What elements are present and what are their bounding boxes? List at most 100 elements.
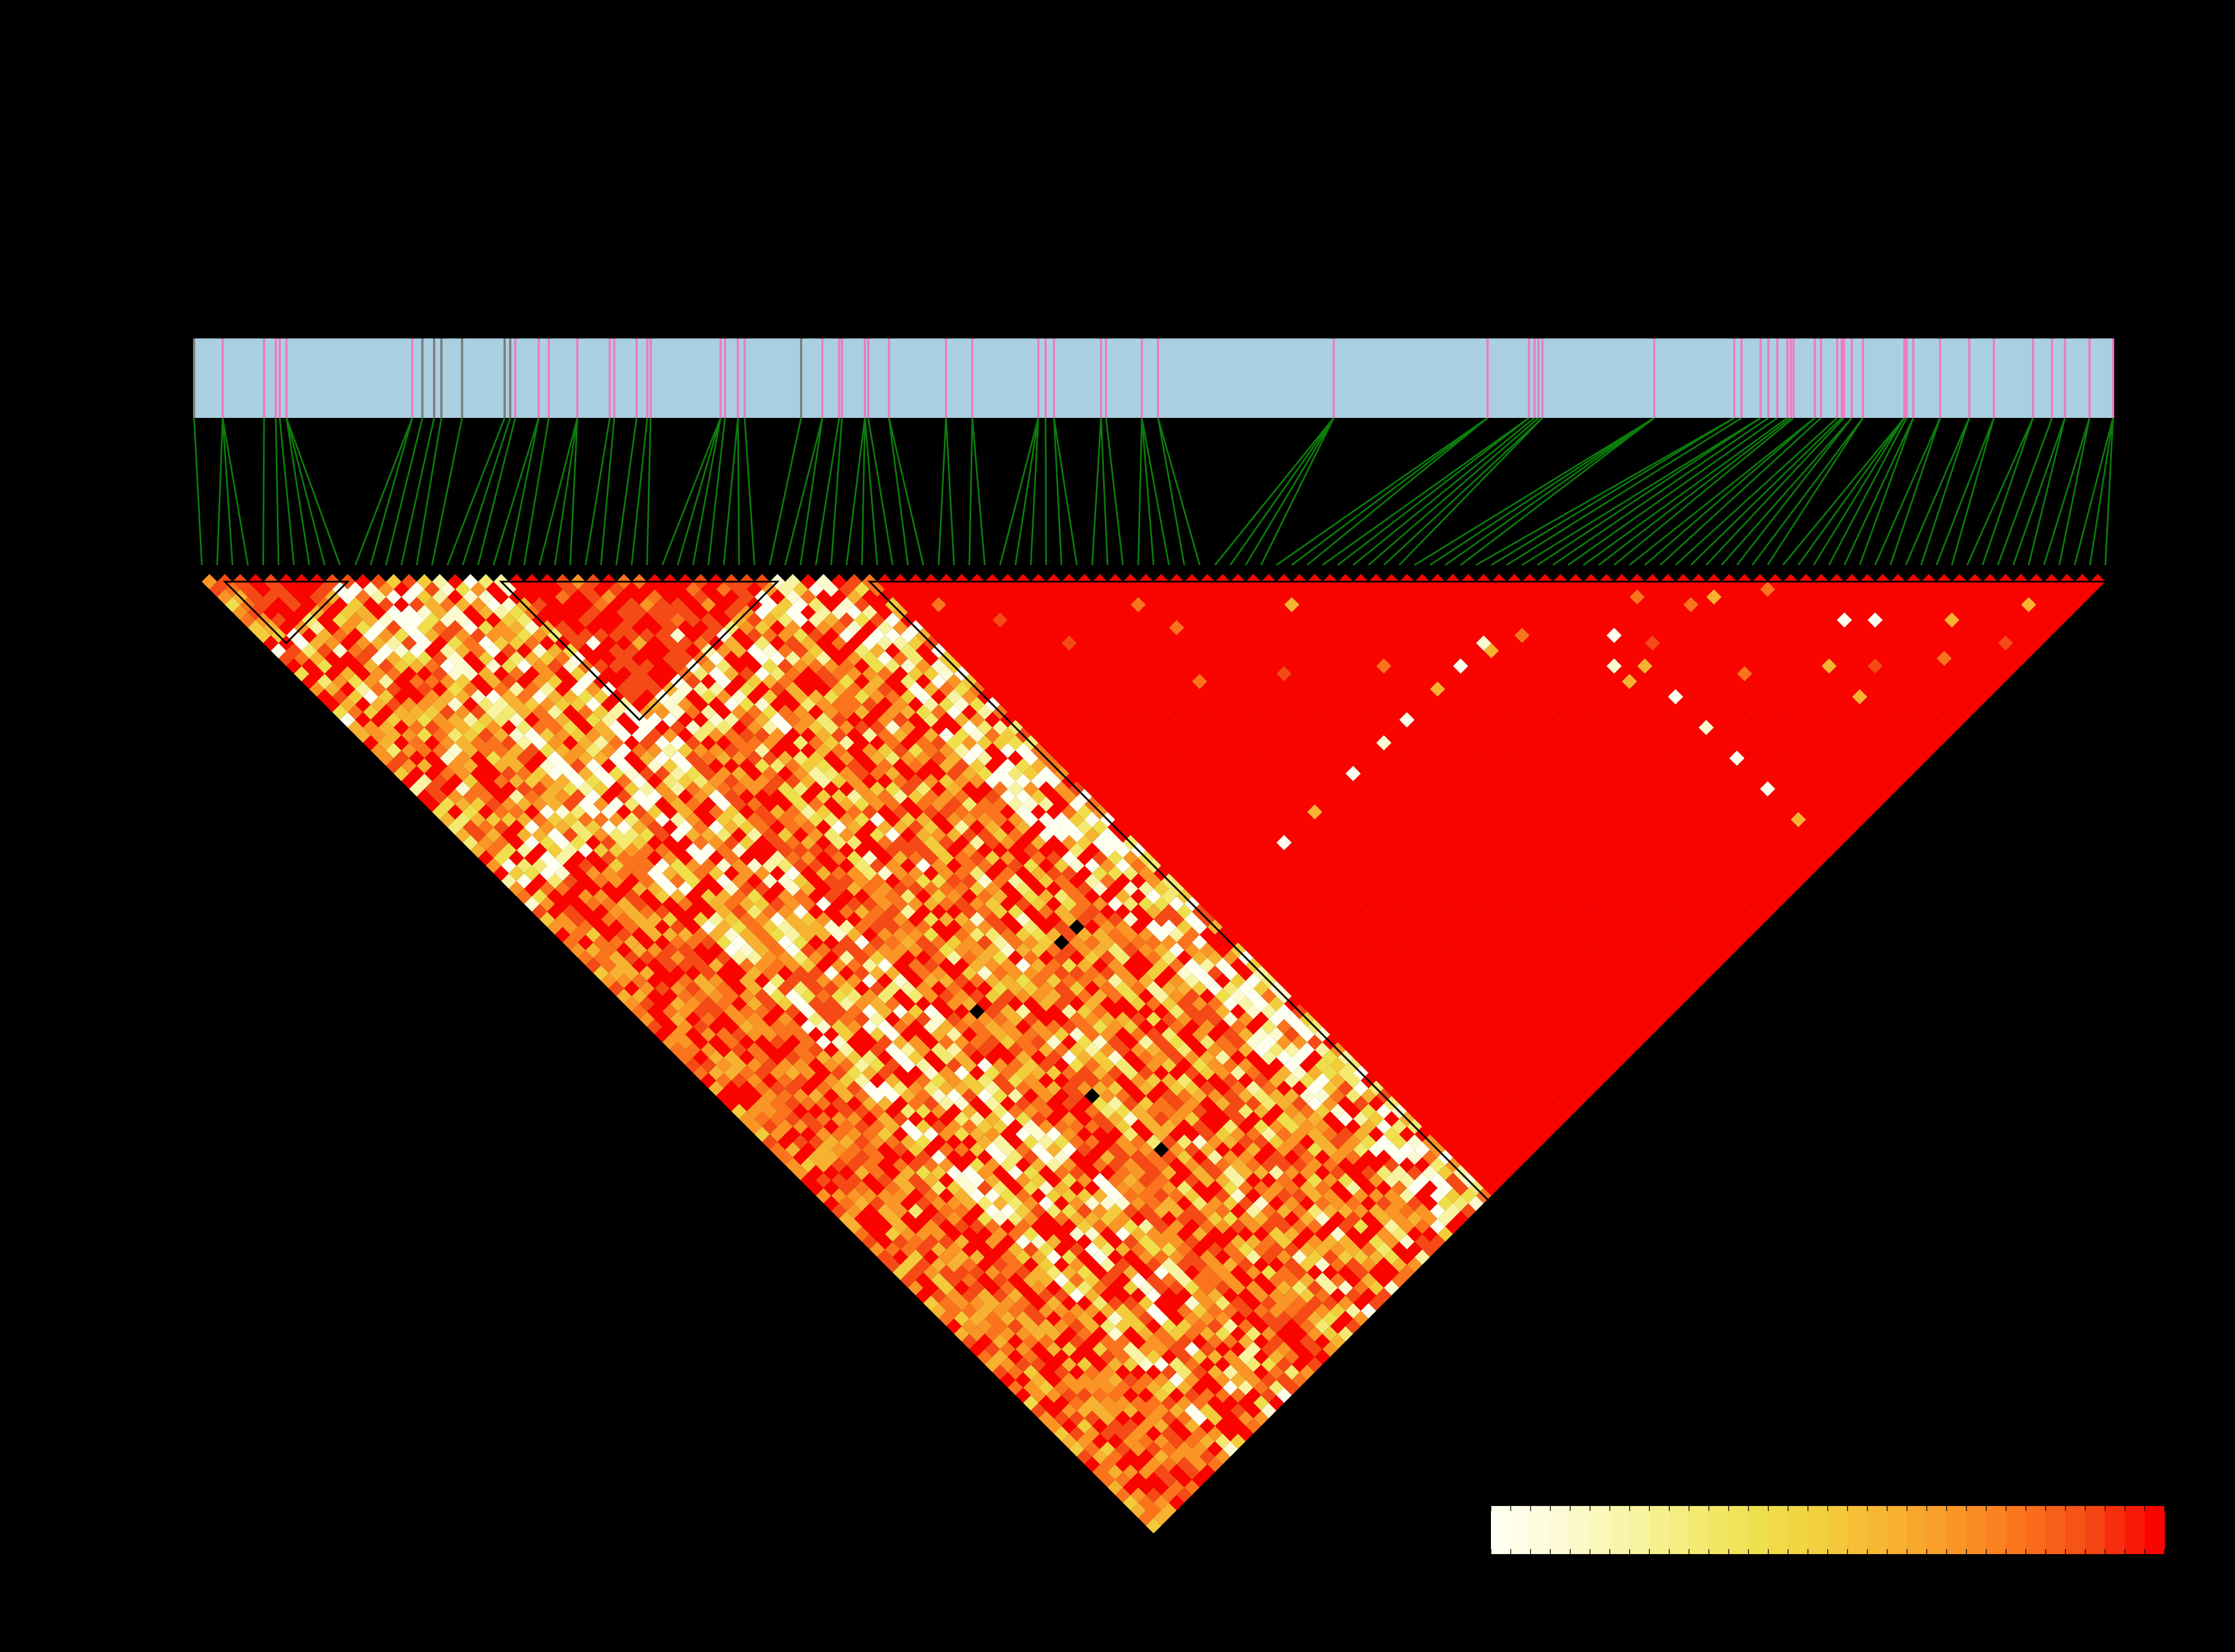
color-key-band (2065, 1506, 2086, 1554)
snp-position-tick-pink (1100, 338, 1102, 418)
color-key-band (1828, 1506, 1848, 1554)
snp-connector (1828, 417, 1908, 566)
genome-bar (194, 338, 2113, 418)
snp-connector (723, 417, 739, 566)
snp-connector (431, 417, 463, 566)
snp-connector (888, 417, 924, 566)
snp-connector (744, 417, 756, 566)
ld-cells-level-4 (224, 581, 1476, 1411)
haplotype-block-outlines (223, 581, 2115, 1205)
snp-connector (615, 417, 638, 566)
snp-connector (1229, 417, 1335, 566)
snp-connector (737, 417, 740, 566)
snp-connector (784, 417, 824, 566)
snp-connector (1858, 417, 1914, 566)
snp-connector (1276, 417, 1488, 566)
snp-position-tick-pink (576, 338, 578, 418)
snp-connector (861, 417, 866, 566)
snp-position-tick-pink (548, 338, 550, 418)
snp-connector (945, 417, 955, 566)
snp-position-tick-pink (2032, 338, 2034, 418)
snp-connector (799, 417, 824, 566)
snp-connector (1798, 417, 1905, 566)
snp-connector (262, 417, 265, 566)
snp-connector (971, 417, 986, 566)
snp-position-tick-pink (737, 338, 739, 418)
snp-connector (1398, 417, 1544, 566)
snp-position-tick-pink (1820, 338, 1822, 418)
snp-connector (279, 417, 295, 566)
snp-connector (400, 417, 435, 566)
color-key-band (1847, 1506, 1868, 1554)
snp-connector (1091, 417, 1102, 566)
snp-connector (1137, 417, 1143, 566)
snp-connector (2027, 417, 2066, 566)
haplotype-block (223, 581, 350, 644)
snp-position-tick-grey (193, 338, 195, 418)
color-key-band (1669, 1506, 1690, 1554)
snp-connector (1100, 417, 1109, 566)
snp-connector (1475, 417, 1735, 566)
snp-connector (193, 417, 203, 566)
snp-connector (867, 417, 893, 566)
snp-position-tick-pink (1786, 338, 1789, 418)
snp-connector (1537, 417, 1761, 566)
snp-connector (1053, 417, 1078, 566)
snp-connector (222, 417, 249, 566)
snp-connector (845, 417, 866, 566)
snp-connector (2073, 417, 2114, 566)
snp-connector (2012, 417, 2066, 566)
snp-connector (1936, 417, 1995, 566)
snp-connector (275, 417, 280, 566)
snp-connector (1613, 417, 1794, 566)
snp-position-tick-pink (945, 338, 947, 418)
snp-position-tick-pink (838, 338, 840, 418)
snp-connector (1490, 417, 1735, 566)
snp-connector (2043, 417, 2091, 566)
snp-connector (1105, 417, 1124, 566)
color-key-band (1768, 1506, 1789, 1554)
snp-connector (830, 417, 843, 566)
snp-position-tick-pink (222, 338, 224, 418)
color-key-band (1570, 1506, 1591, 1554)
color-key-band (2144, 1506, 2165, 1554)
snp-connector (1321, 417, 1530, 566)
color-key-band (1808, 1506, 1828, 1554)
snp-connector (1245, 417, 1335, 566)
snp-connector (1705, 417, 1845, 566)
snp-connector (1813, 417, 1905, 566)
snp-position-tick-pink (1044, 338, 1047, 418)
color-key-band (1728, 1506, 1749, 1554)
snp-position-tick-pink (888, 338, 890, 418)
snp-connector (1721, 417, 1853, 566)
snp-connector (285, 417, 310, 566)
snp-position-ticks (193, 338, 2114, 418)
snp-position-tick-pink (1843, 338, 1845, 418)
snp-position-tick-pink (1792, 338, 1795, 418)
snp-position-tick-pink (1733, 338, 1735, 418)
snp-position-tick-pink (411, 338, 413, 418)
color-key-band (1966, 1506, 1987, 1554)
snp-connector (1141, 417, 1155, 566)
color-key-band (1550, 1506, 1571, 1554)
haplotype-block (498, 581, 780, 721)
snp-position-tick-pink (514, 338, 516, 418)
snp-connector (1306, 417, 1488, 566)
snp-position-tick-pink (1486, 338, 1489, 418)
snp-connector (216, 417, 224, 566)
color-key-band (2105, 1506, 2125, 1554)
color-key-band (1927, 1506, 1947, 1554)
snp-position-tick-pink (1790, 338, 1792, 418)
snp-connector (1521, 417, 1761, 566)
snp-connector (585, 417, 611, 566)
ld-cells-level-10 (248, 574, 2106, 1510)
snp-connector (769, 417, 802, 566)
snp-position-tick-pink (1653, 338, 1655, 418)
color-key-band (1511, 1506, 1531, 1554)
snp-connector (1598, 417, 1791, 566)
snp-connector (1982, 417, 2034, 566)
snp-connector (1690, 417, 1843, 566)
snp-connector (864, 417, 878, 566)
